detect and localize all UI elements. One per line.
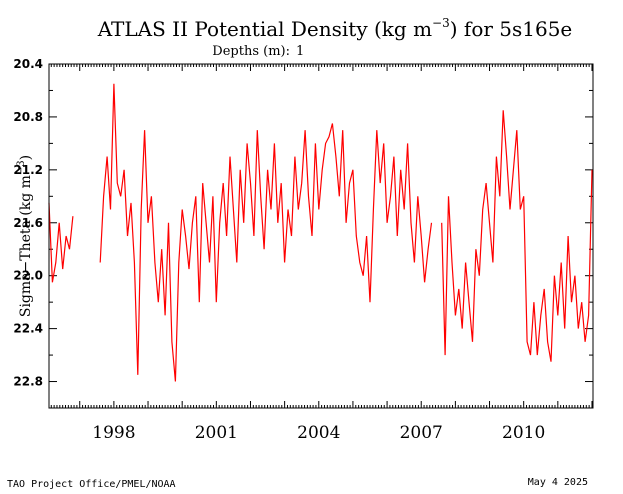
- y-tick-label: 21.6: [13, 216, 43, 230]
- axis-ticks: [49, 63, 593, 409]
- x-tick-labels: 1998 2001 2004 2007 2010: [92, 423, 545, 443]
- x-tick-label: 2001: [195, 423, 238, 443]
- x-tick-label: 2010: [502, 423, 545, 443]
- series-line: [441, 110, 593, 362]
- depth-value: 1: [296, 44, 304, 59]
- y-tick-label: 20.4: [13, 57, 43, 71]
- depths-label: Depths (m):: [212, 44, 290, 59]
- footer-credit: TAO Project Office/PMEL/NOAA: [7, 479, 176, 490]
- series-group: [48, 83, 593, 382]
- y-axis-label: Sigma−Theta (kg m−3): [16, 155, 34, 317]
- x-tick-label: 1998: [92, 423, 135, 443]
- y-tick-label: 22.4: [13, 322, 43, 336]
- y-tick-labels: 20.4 20.8 21.2 21.6 22.0 22.4 22.8: [13, 57, 43, 389]
- footer-date: May 4 2025: [528, 477, 588, 488]
- y-tick-label: 20.8: [13, 110, 43, 124]
- series-line: [99, 83, 433, 382]
- x-tick-label: 2007: [400, 423, 443, 443]
- chart-title: ATLAS II Potential Density (kg m−3) for …: [97, 16, 573, 41]
- y-tick-label: 22.8: [13, 375, 43, 389]
- y-tick-label: 22.0: [13, 269, 43, 283]
- series-line: [48, 202, 74, 283]
- x-tick-label: 2004: [297, 423, 340, 443]
- plot-frame: [48, 63, 594, 409]
- y-tick-label: 21.2: [13, 163, 43, 177]
